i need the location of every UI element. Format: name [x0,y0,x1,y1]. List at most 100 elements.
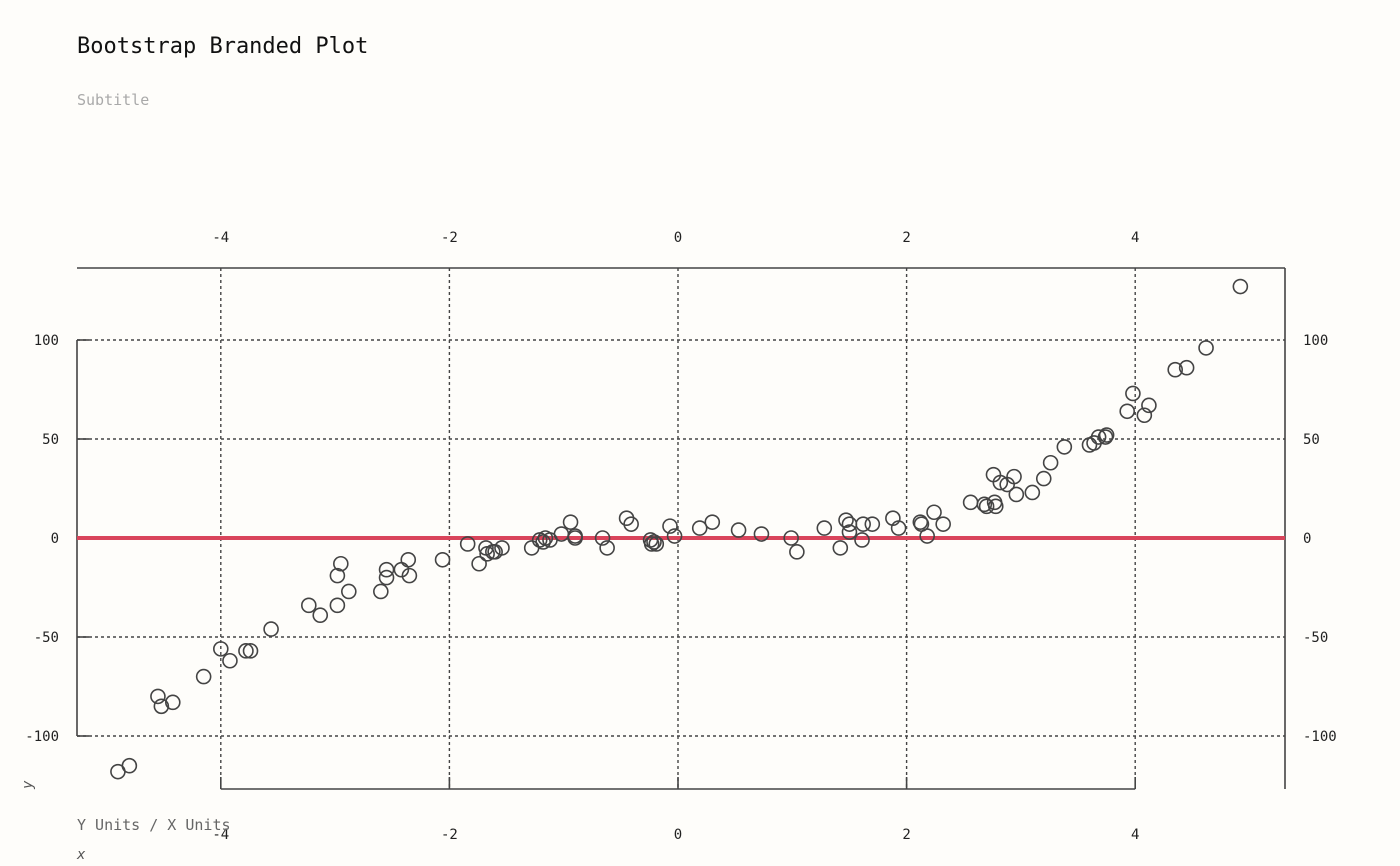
y-tick-label-left: -100 [25,729,59,745]
data-point [854,532,870,548]
data-point [935,516,951,532]
data-point [121,757,138,774]
x-tick-label-top: 4 [1131,230,1139,246]
data-point [329,597,346,614]
data-point [648,536,665,552]
data-point [378,569,395,586]
data-point [333,555,349,572]
data-point [646,534,662,550]
data-point [378,561,395,578]
data-point [992,474,1009,491]
data-point [926,504,942,521]
data-point [164,694,181,711]
x-axis-label: x [76,847,86,863]
y-tick-label-left: 50 [42,432,59,448]
x-tick-label-bottom: 2 [902,827,910,843]
data-point [730,522,747,538]
data-point [1056,439,1073,455]
data-point [662,518,678,534]
data-point [459,536,476,552]
data-point [816,520,833,536]
data-point [594,530,611,546]
data-point [1042,454,1059,471]
data-point [1232,278,1249,295]
data-point [919,528,935,544]
data-point [263,621,279,637]
data-point [643,536,660,552]
data-point [401,567,418,584]
data-point [838,512,854,528]
tick-labels: -4 -4 -2 -2 0 0 2 2 4 4 -100 -100 -50 -50 0 0 50 50 100 100 [25,230,1336,843]
x-tick-label-bottom: 0 [674,827,682,843]
data-point [312,607,329,624]
y-tick-label-right: 100 [1303,333,1328,349]
data-point [1178,359,1195,376]
data-point [987,498,1004,515]
data-point [238,643,254,659]
data-point [864,516,881,532]
data-point [978,498,995,515]
data-point [153,698,170,715]
data-point [976,496,993,513]
data-point [1141,397,1157,414]
x-tick-label-bottom: -2 [441,827,458,843]
data-point [855,516,871,532]
chart-subtitle: Subtitle [77,91,150,109]
x-tick-label-top: 0 [674,230,682,246]
y-tick-label-left: 100 [34,333,59,349]
x-tick-label-bottom: 4 [1131,827,1139,843]
data-point [753,526,770,542]
axes-frame [76,267,1286,790]
data-point [341,583,357,600]
data-point [1125,385,1141,402]
data-point [1035,470,1052,487]
data-point [783,530,799,546]
data-point [213,641,229,657]
data-point [373,583,389,600]
units-label: Y Units / X Units [77,816,231,834]
data-point [1008,486,1025,503]
x-tick-label-bottom: -4 [212,827,229,843]
x-tick-label-top: -2 [441,230,458,246]
data-point [1167,361,1184,378]
data-point [1198,340,1214,356]
y-tick-label-right: 0 [1303,531,1311,547]
data-point [562,514,579,530]
data-point [1098,427,1115,443]
x-tick-label-top: -4 [212,230,229,246]
grid-lines [77,268,1285,789]
data-point [912,514,929,530]
data-point [704,514,721,530]
data-point [1006,468,1022,485]
data-point [434,551,451,568]
data-point [1024,484,1041,501]
chart-title: Bootstrap Branded Plot [77,34,369,59]
data-point [1136,407,1153,424]
data-point [535,534,551,550]
data-point [242,643,259,659]
data-point [623,516,639,532]
data-point [329,567,346,584]
data-point [1090,429,1107,445]
data-point [150,688,166,705]
data-point [195,668,212,685]
data-point [890,520,907,536]
data-point [567,528,583,544]
data-point [832,540,849,556]
data-point [301,597,317,614]
data-point [1119,403,1135,420]
y-tick-label-left: -50 [34,630,59,646]
data-point [666,528,683,544]
data-point [400,551,417,568]
data-point [599,540,615,556]
y-tick-label-right: -100 [1303,729,1337,745]
y-tick-label-right: -50 [1303,630,1328,646]
y-axis-label: y [20,780,36,790]
data-point [789,544,805,560]
data-point [471,555,487,572]
data-point [691,520,708,536]
data-point [222,652,238,669]
y-tick-label-right: 50 [1303,432,1320,448]
data-points [110,278,1249,780]
